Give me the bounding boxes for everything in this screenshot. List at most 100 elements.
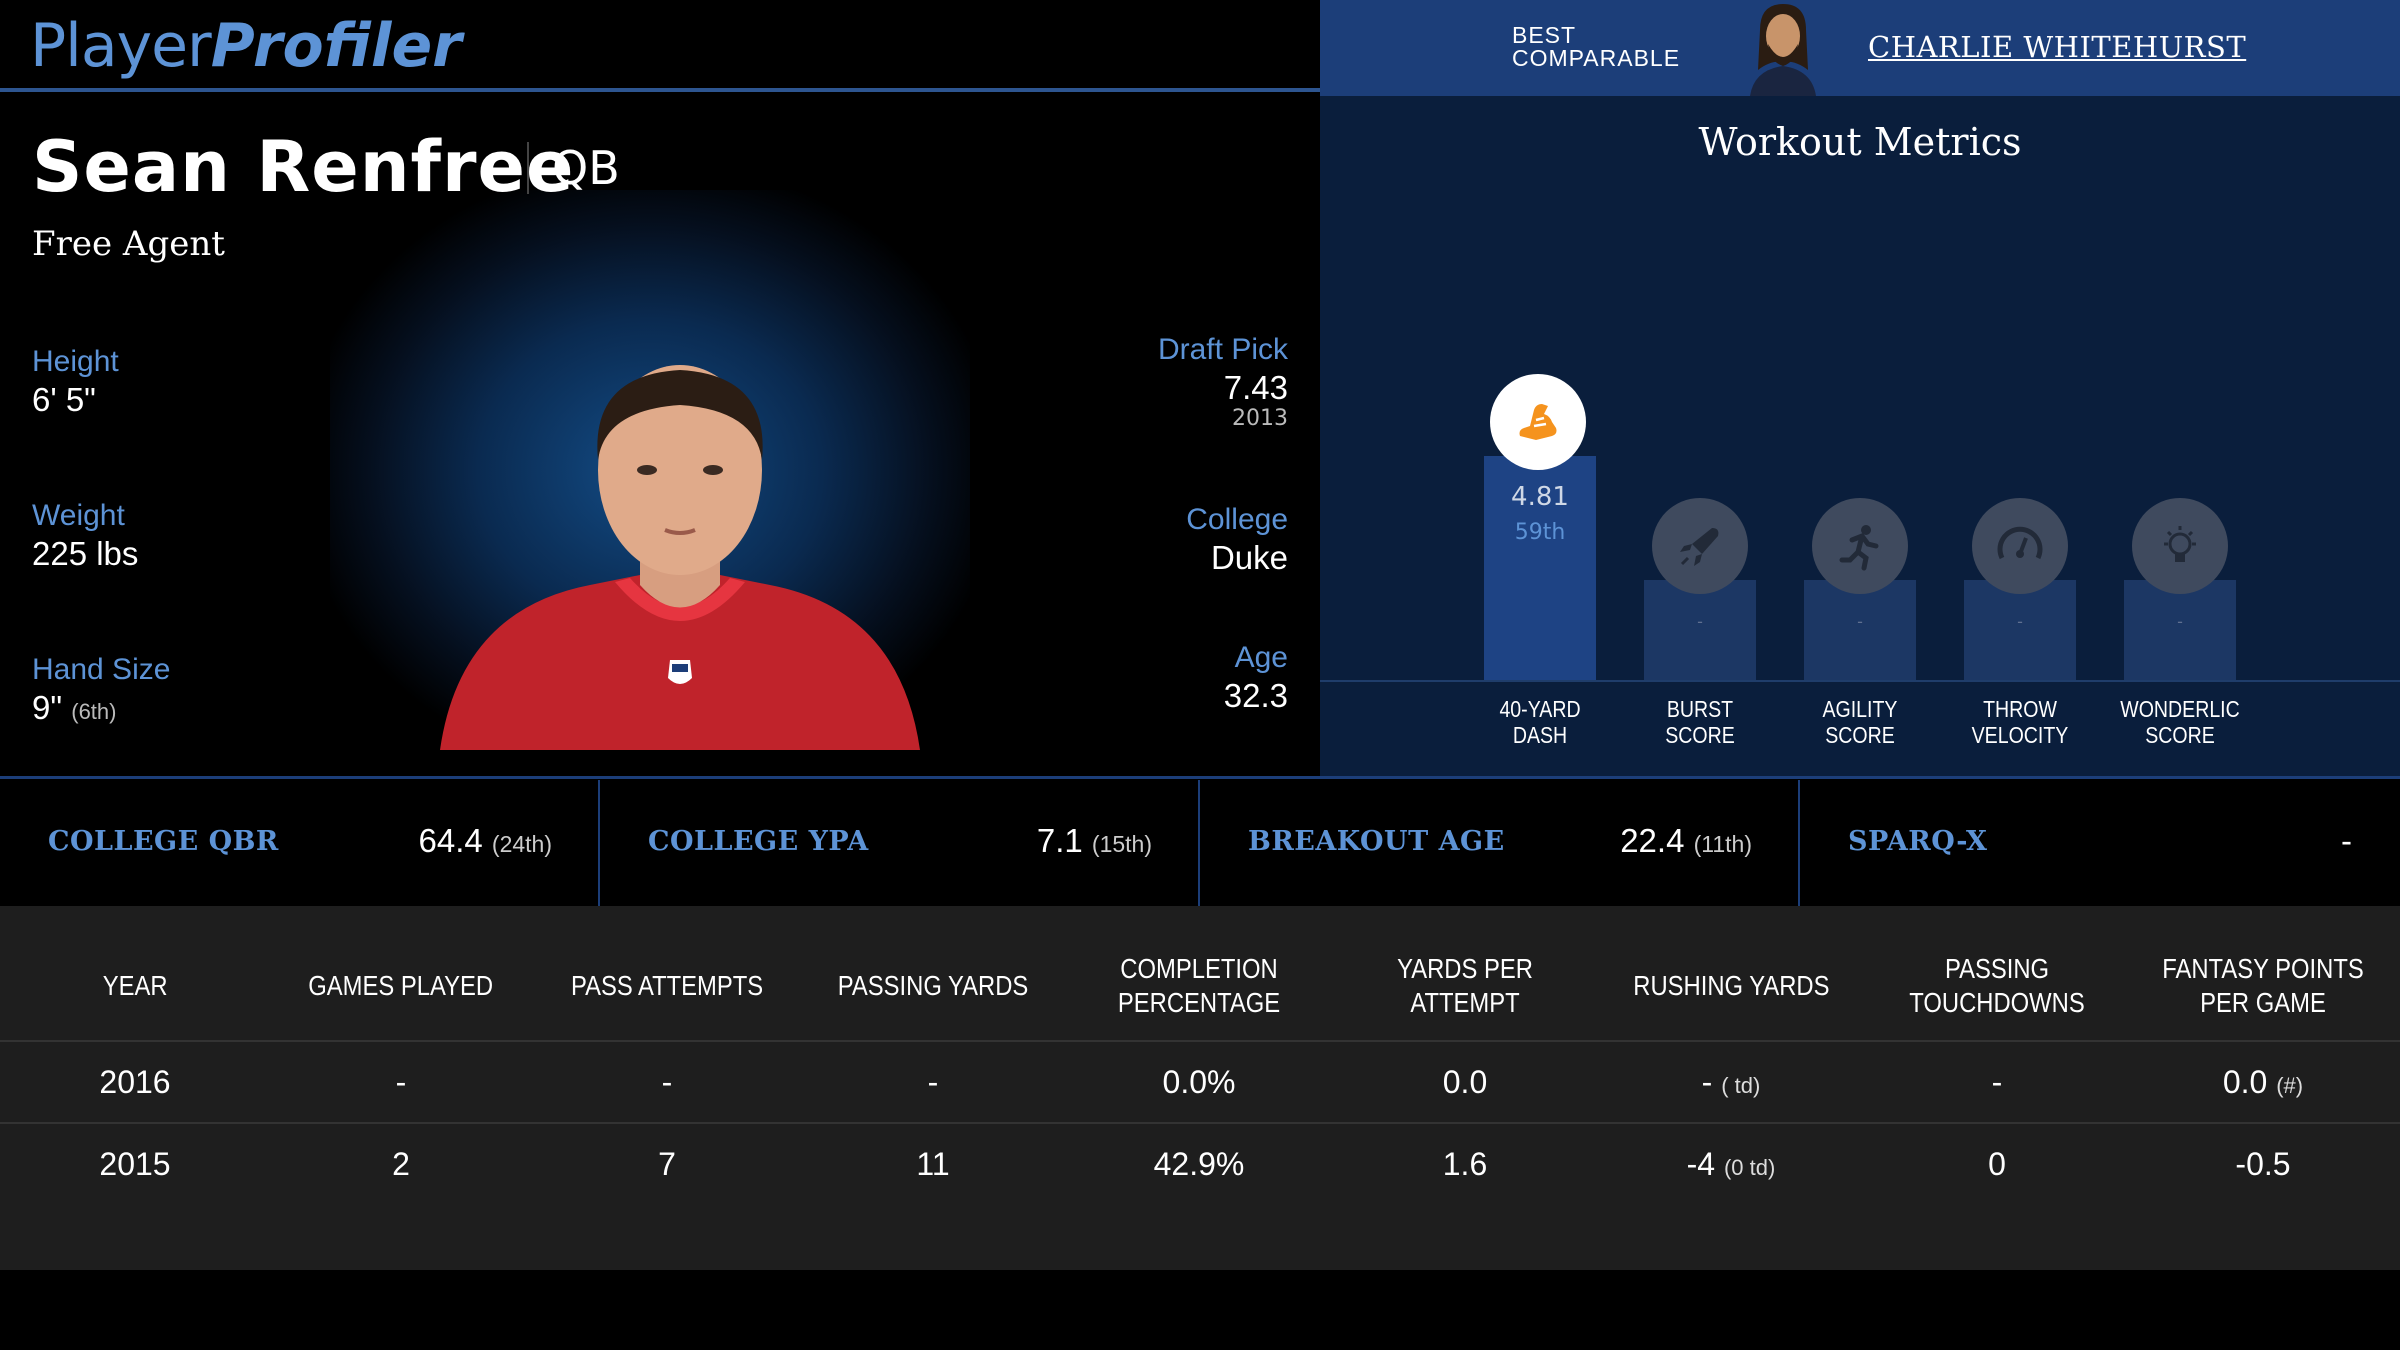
running-shoe-icon — [1490, 374, 1586, 470]
draft-year: 2013 — [1232, 406, 1288, 431]
forty-yard-dash-bar[interactable] — [1484, 456, 1596, 680]
player-team: Free Agent — [32, 224, 225, 264]
weight-value: 225 lbs — [32, 535, 139, 572]
burst-score-bar[interactable] — [1644, 580, 1756, 680]
college-qbr-label[interactable]: COLLEGE QBR — [48, 826, 279, 857]
row-divider — [0, 1040, 2400, 1042]
best-comparable-label: BEST COMPARABLE — [1512, 24, 1680, 70]
cell-ypa: 1.6 — [1442, 1146, 1488, 1182]
college-ypa-rank: (15th) — [1091, 831, 1152, 857]
college-qbr-rank: (24th) — [491, 831, 552, 857]
col-header-ypa[interactable]: YARDS PER ATTEMPT — [1335, 946, 1595, 1026]
cell-ypa: 0.0 — [1442, 1064, 1488, 1100]
wonderlic-label-2: SCORE — [2145, 722, 2215, 748]
cell-fantasy: -0.5 — [2235, 1146, 2291, 1182]
breakout-age-value: 22.4 (11th) — [1500, 822, 1752, 860]
wonderlic-label-1: WONDERLIC — [2120, 696, 2240, 722]
cell-fantasy: 0.0 (#) — [2133, 1064, 2393, 1101]
col-ypa-text: YARDS PER ATTEMPT — [1397, 953, 1533, 1018]
lightbulb-icon — [2132, 498, 2228, 594]
burst-score-value: - — [1697, 612, 1703, 631]
draft-pick-value: 7.43 — [1223, 369, 1288, 406]
best-label-line2: COMPARABLE — [1512, 45, 1681, 71]
name-divider — [527, 142, 529, 194]
weight-label: Weight — [32, 499, 125, 532]
agility-score-value: - — [1857, 612, 1863, 631]
runner-icon — [1812, 498, 1908, 594]
college-value: Duke — [1210, 539, 1288, 576]
wonderlic-score-bar[interactable] — [2124, 580, 2236, 680]
burst-label-2: SCORE — [1665, 722, 1735, 748]
cell-rushing: -4 (0 td) — [1601, 1146, 1861, 1183]
age-label: Age — [1234, 641, 1288, 674]
col-header-year[interactable]: YEAR — [5, 946, 265, 1026]
throw-label-2: VELOCITY — [1971, 722, 2069, 748]
col-header-rushing[interactable]: RUSHING YARDS — [1601, 946, 1861, 1026]
cell-rushing-value: -4 — [1686, 1146, 1716, 1182]
col-header-passing-td[interactable]: PASSING TOUCHDOWNS — [1867, 946, 2127, 1026]
col-yards-text: PASSING YARDS — [837, 970, 1029, 1001]
hand-size-number: 9" — [32, 689, 63, 726]
advanced-stats-strip — [0, 776, 2400, 906]
col-header-completion[interactable]: COMPLETION PERCENTAGE — [1069, 946, 1329, 1026]
col-header-fantasy[interactable]: FANTASY POINTS PER GAME — [2133, 946, 2393, 1026]
height-value: 6' 5" — [32, 381, 96, 418]
best-comparable-bar — [1320, 0, 2400, 96]
agility-label-2: SCORE — [1825, 722, 1895, 748]
best-label-line1: BEST — [1512, 22, 1577, 48]
row-divider — [0, 1122, 2400, 1124]
wonderlic-score-value: - — [2177, 612, 2183, 631]
forty-yard-dash-value: 4.81 — [1511, 482, 1569, 512]
cell-yards: 11 — [916, 1146, 950, 1182]
cell-attempts: - — [661, 1064, 673, 1100]
comparable-player-link[interactable]: CHARLIE WHITEHURST — [1868, 30, 2247, 64]
college-ypa-label[interactable]: COLLEGE YPA — [648, 826, 869, 857]
cell-yards: - — [927, 1064, 939, 1100]
breakout-age-label[interactable]: BREAKOUT AGE — [1248, 826, 1505, 857]
col-header-attempts[interactable]: PASS ATTEMPTS — [537, 946, 797, 1026]
site-logo[interactable]: PlayerProfiler — [30, 12, 462, 80]
logo-profiler: Profiler — [210, 11, 462, 81]
throw-velocity-label: THROW VELOCITY — [1948, 696, 2093, 748]
cell-year: 2016 — [99, 1064, 171, 1100]
wonderlic-score-label: WONDERLIC SCORE — [2108, 696, 2253, 748]
hand-size-label: Hand Size — [32, 653, 171, 686]
throw-velocity-bar[interactable] — [1964, 580, 2076, 680]
forty-label-1: 40-YARD — [1499, 696, 1581, 722]
college-ypa-number: 7.1 — [1036, 822, 1083, 859]
cell-games: 2 — [392, 1146, 410, 1182]
col-header-yards[interactable]: PASSING YARDS — [803, 946, 1063, 1026]
hand-size-value: 9" (6th) — [32, 688, 117, 732]
player-photo — [440, 360, 920, 750]
comparable-player-photo[interactable] — [1720, 0, 1846, 96]
cell-rushing-value: - — [1701, 1064, 1713, 1100]
cell-fantasy-value: 0.0 — [2222, 1064, 2268, 1100]
breakout-age-number: 22.4 — [1620, 822, 1685, 859]
hand-size-rank: (6th) — [71, 699, 117, 724]
burst-score-label: BURST SCORE — [1628, 696, 1773, 748]
sparq-x-label[interactable]: SPARQ-X — [1848, 826, 1988, 857]
sparq-x-value: - — [2341, 822, 2352, 859]
cell-completion: 42.9% — [1153, 1146, 1245, 1182]
forty-yard-dash-rank: 59th — [1514, 520, 1566, 545]
col-header-games[interactable]: GAMES PLAYED — [271, 946, 531, 1026]
agility-score-label: AGILITY SCORE — [1788, 696, 1933, 748]
cell-games: - — [395, 1064, 407, 1100]
cell-attempts: 7 — [658, 1146, 676, 1182]
strip-divider — [1198, 780, 1200, 906]
col-rushing-text: RUSHING YARDS — [1632, 970, 1830, 1001]
college-ypa-value: 7.1 (15th) — [900, 822, 1152, 860]
player-position: QB — [552, 141, 620, 195]
cell-rushing-td: (0 td) — [1723, 1155, 1776, 1180]
header-bar — [0, 0, 1320, 92]
cell-passing-td: - — [1991, 1064, 2003, 1100]
agility-label-1: AGILITY — [1822, 696, 1898, 722]
cell-fantasy-rank: (#) — [2276, 1073, 2304, 1098]
col-completion-text: COMPLETION PERCENTAGE — [1117, 953, 1281, 1018]
forty-yard-dash-label: 40-YARD DASH — [1468, 696, 1613, 748]
season-stats-table — [0, 906, 2400, 1270]
col-attempts-text: PASS ATTEMPTS — [570, 970, 764, 1001]
workout-baseline — [1320, 680, 2400, 682]
col-passing-td-text: PASSING TOUCHDOWNS — [1909, 953, 2085, 1018]
agility-score-bar[interactable] — [1804, 580, 1916, 680]
